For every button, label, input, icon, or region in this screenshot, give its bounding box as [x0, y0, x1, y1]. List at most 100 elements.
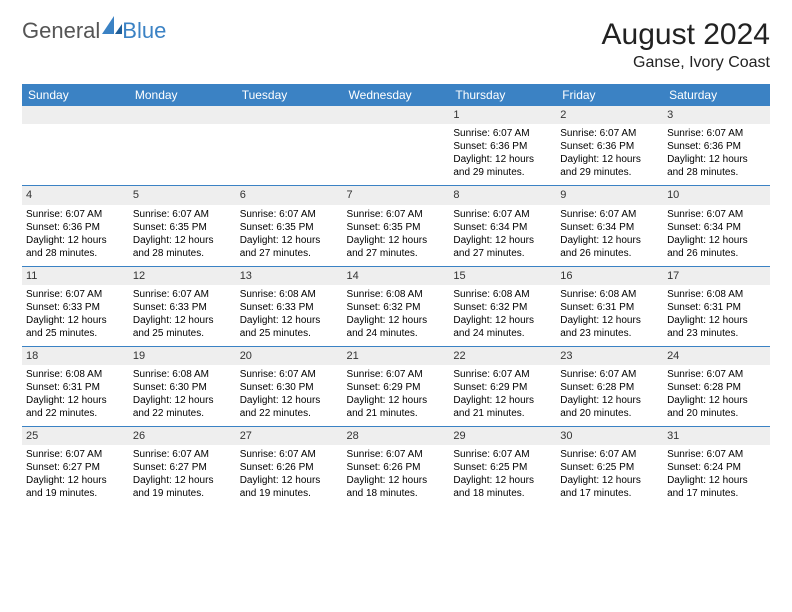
day-number: 6: [236, 186, 343, 204]
calendar-cell: 19Sunrise: 6:08 AMSunset: 6:30 PMDayligh…: [129, 346, 236, 426]
calendar-cell: 13Sunrise: 6:08 AMSunset: 6:33 PMDayligh…: [236, 266, 343, 346]
calendar-cell: 3Sunrise: 6:07 AMSunset: 6:36 PMDaylight…: [663, 106, 770, 186]
sunrise-line: Sunrise: 6:07 AM: [560, 208, 659, 221]
sunrise-line: Sunrise: 6:08 AM: [347, 288, 446, 301]
calendar-week-row: 18Sunrise: 6:08 AMSunset: 6:31 PMDayligh…: [22, 346, 770, 426]
day-number: 9: [556, 186, 663, 204]
day-header: Sunday: [22, 84, 129, 106]
daylight-line: Daylight: 12 hours and 20 minutes.: [667, 394, 766, 420]
sunset-line: Sunset: 6:35 PM: [240, 221, 339, 234]
calendar-cell: [129, 106, 236, 186]
sunrise-line: Sunrise: 6:07 AM: [560, 368, 659, 381]
calendar-table: Sunday Monday Tuesday Wednesday Thursday…: [22, 84, 770, 506]
sunrise-line: Sunrise: 6:07 AM: [347, 368, 446, 381]
daylight-line: Daylight: 12 hours and 27 minutes.: [453, 234, 552, 260]
calendar-cell: 10Sunrise: 6:07 AMSunset: 6:34 PMDayligh…: [663, 186, 770, 266]
logo-text-1: General: [22, 18, 100, 44]
day-number: 11: [22, 267, 129, 285]
sunrise-line: Sunrise: 6:07 AM: [240, 448, 339, 461]
daylight-line: Daylight: 12 hours and 17 minutes.: [560, 474, 659, 500]
day-number: 26: [129, 427, 236, 445]
day-header-row: Sunday Monday Tuesday Wednesday Thursday…: [22, 84, 770, 106]
sunrise-line: Sunrise: 6:07 AM: [133, 208, 232, 221]
day-number: 31: [663, 427, 770, 445]
daylight-line: Daylight: 12 hours and 19 minutes.: [133, 474, 232, 500]
daylight-line: Daylight: 12 hours and 22 minutes.: [240, 394, 339, 420]
day-number: 2: [556, 106, 663, 124]
sunrise-line: Sunrise: 6:07 AM: [240, 368, 339, 381]
day-number: 25: [22, 427, 129, 445]
sunrise-line: Sunrise: 6:08 AM: [667, 288, 766, 301]
daylight-line: Daylight: 12 hours and 26 minutes.: [560, 234, 659, 260]
daylight-line: Daylight: 12 hours and 28 minutes.: [667, 153, 766, 179]
month-title: August 2024: [602, 18, 770, 52]
day-number: [236, 106, 343, 124]
calendar-cell: 6 Sunrise: 6:07 AMSunset: 6:35 PMDaylight…: [236, 186, 343, 266]
daylight-line: Daylight: 12 hours and 29 minutes.: [560, 153, 659, 179]
day-number: [22, 106, 129, 124]
sunrise-line: Sunrise: 6:07 AM: [240, 208, 339, 221]
day-number: [343, 106, 450, 124]
title-block: August 2024 Ganse, Ivory Coast: [602, 18, 770, 72]
daylight-line: Daylight: 12 hours and 21 minutes.: [453, 394, 552, 420]
calendar-cell: 15Sunrise: 6:08 AMSunset: 6:32 PMDayligh…: [449, 266, 556, 346]
day-number: 28: [343, 427, 450, 445]
calendar-cell: [236, 106, 343, 186]
sunrise-line: Sunrise: 6:07 AM: [667, 127, 766, 140]
sunset-line: Sunset: 6:33 PM: [133, 301, 232, 314]
day-number: 22: [449, 347, 556, 365]
header: General Blue August 2024 Ganse, Ivory Co…: [22, 18, 770, 72]
sunrise-line: Sunrise: 6:07 AM: [560, 127, 659, 140]
calendar-cell: 20Sunrise: 6:07 AMSunset: 6:30 PMDayligh…: [236, 346, 343, 426]
day-number: 8: [449, 186, 556, 204]
sunrise-line: Sunrise: 6:08 AM: [26, 368, 125, 381]
day-number: 13: [236, 267, 343, 285]
sunset-line: Sunset: 6:29 PM: [347, 381, 446, 394]
day-number: 21: [343, 347, 450, 365]
sunrise-line: Sunrise: 6:07 AM: [453, 127, 552, 140]
calendar-cell: 27Sunrise: 6:07 AMSunset: 6:26 PMDayligh…: [236, 427, 343, 507]
calendar-cell: 28Sunrise: 6:07 AMSunset: 6:26 PMDayligh…: [343, 427, 450, 507]
daylight-line: Daylight: 12 hours and 22 minutes.: [26, 394, 125, 420]
sunset-line: Sunset: 6:36 PM: [667, 140, 766, 153]
sunset-line: Sunset: 6:25 PM: [560, 461, 659, 474]
day-number: 7: [343, 186, 450, 204]
day-number: 27: [236, 427, 343, 445]
calendar-cell: 8Sunrise: 6:07 AMSunset: 6:34 PMDaylight…: [449, 186, 556, 266]
sunrise-line: Sunrise: 6:07 AM: [667, 208, 766, 221]
daylight-line: Daylight: 12 hours and 17 minutes.: [667, 474, 766, 500]
calendar-cell: 1Sunrise: 6:07 AMSunset: 6:36 PMDaylight…: [449, 106, 556, 186]
sunset-line: Sunset: 6:29 PM: [453, 381, 552, 394]
sunrise-line: Sunrise: 6:07 AM: [26, 448, 125, 461]
daylight-line: Daylight: 12 hours and 19 minutes.: [26, 474, 125, 500]
daylight-line: Daylight: 12 hours and 24 minutes.: [453, 314, 552, 340]
daylight-line: Daylight: 12 hours and 20 minutes.: [560, 394, 659, 420]
calendar-week-row: 25Sunrise: 6:07 AMSunset: 6:27 PMDayligh…: [22, 427, 770, 507]
sunset-line: Sunset: 6:36 PM: [26, 221, 125, 234]
sunset-line: Sunset: 6:31 PM: [26, 381, 125, 394]
sunset-line: Sunset: 6:25 PM: [453, 461, 552, 474]
sunset-line: Sunset: 6:33 PM: [26, 301, 125, 314]
sunset-line: Sunset: 6:35 PM: [347, 221, 446, 234]
sunrise-line: Sunrise: 6:07 AM: [133, 288, 232, 301]
day-number: 30: [556, 427, 663, 445]
calendar-week-row: 11Sunrise: 6:07 AMSunset: 6:33 PMDayligh…: [22, 266, 770, 346]
day-number: 15: [449, 267, 556, 285]
daylight-line: Daylight: 12 hours and 28 minutes.: [26, 234, 125, 260]
day-header: Wednesday: [343, 84, 450, 106]
day-number: 1: [449, 106, 556, 124]
sunrise-line: Sunrise: 6:07 AM: [453, 208, 552, 221]
calendar-cell: 29Sunrise: 6:07 AMSunset: 6:25 PMDayligh…: [449, 427, 556, 507]
sunset-line: Sunset: 6:28 PM: [667, 381, 766, 394]
sunset-line: Sunset: 6:26 PM: [347, 461, 446, 474]
daylight-line: Daylight: 12 hours and 25 minutes.: [26, 314, 125, 340]
daylight-line: Daylight: 12 hours and 27 minutes.: [240, 234, 339, 260]
sunrise-line: Sunrise: 6:07 AM: [26, 208, 125, 221]
calendar-cell: [343, 106, 450, 186]
day-number: 18: [22, 347, 129, 365]
calendar-cell: 18 Sunrise: 6:08 AMSunset: 6:31 PMDayligh…: [22, 346, 129, 426]
logo-sail-icon: [102, 16, 122, 34]
day-number: 17: [663, 267, 770, 285]
sunset-line: Sunset: 6:28 PM: [560, 381, 659, 394]
day-number: 4: [22, 186, 129, 204]
